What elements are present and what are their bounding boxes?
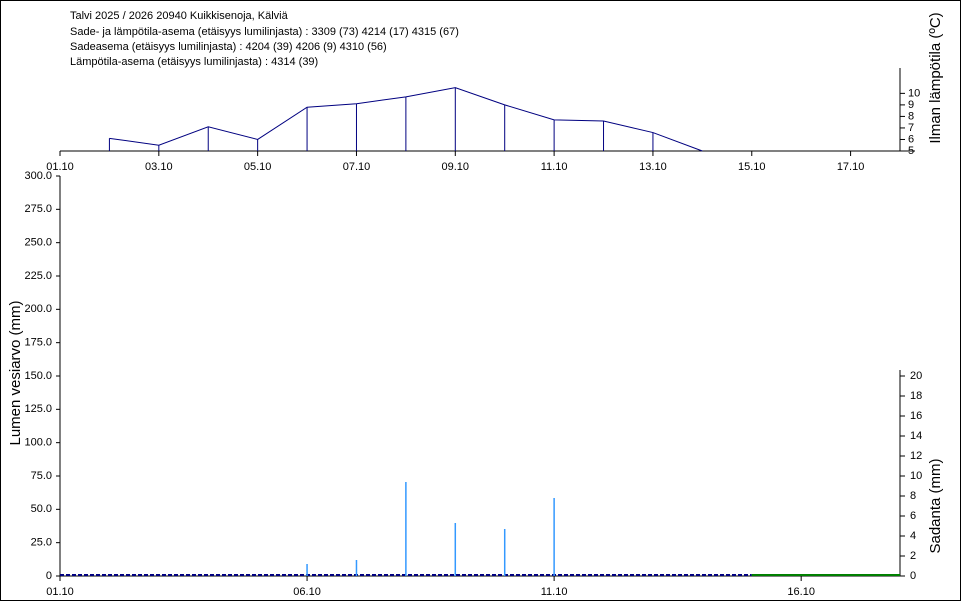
y2-tick-label: 6 <box>910 510 916 522</box>
y-axis-title: Ilman lämpötila (ºC) <box>927 12 944 143</box>
x-tick-label: 01.10 <box>46 586 74 598</box>
x-tick-label: 05.10 <box>244 161 272 173</box>
y2-tick-label: 12 <box>910 450 922 462</box>
x-tick-label: 15.10 <box>738 161 766 173</box>
y-tick-label: 300.0 <box>24 170 52 182</box>
y-tick-label: 5 <box>908 145 914 157</box>
y-tick-label: 125.0 <box>24 403 52 415</box>
y2-tick-label: 4 <box>910 530 916 542</box>
y-tick-label: 75.0 <box>31 470 52 482</box>
subtitle: Sadeasema (etäisyys lumilinjasta) : 4204… <box>70 41 387 53</box>
x-tick-label: 16.10 <box>787 586 815 598</box>
x-tick-label: 07.10 <box>343 161 371 173</box>
y2-tick-label: 8 <box>910 490 916 502</box>
x-tick-label: 03.10 <box>145 161 173 173</box>
y-axis-title: Lumen vesiarvo (mm) <box>7 300 24 445</box>
y2-tick-label: 10 <box>910 470 922 482</box>
y-tick-label: 250.0 <box>24 237 52 249</box>
y2-axis-title: Sadanta (mm) <box>927 458 944 553</box>
x-tick-label: 01.10 <box>46 161 74 173</box>
y-tick-label: 6 <box>908 133 914 145</box>
y-tick-label: 150.0 <box>24 370 52 382</box>
y-tick-label: 25.0 <box>31 537 52 549</box>
y2-tick-label: 14 <box>910 430 922 442</box>
subtitle: Lämpötila-asema (etäisyys lumilinjasta) … <box>70 56 318 68</box>
y-tick-label: 100.0 <box>24 437 52 449</box>
y2-tick-label: 16 <box>910 410 922 422</box>
x-tick-label: 06.10 <box>293 586 321 598</box>
y-tick-label: 0 <box>46 570 52 582</box>
y-tick-label: 9 <box>908 99 914 111</box>
y-tick-label: 10 <box>908 87 920 99</box>
chart-title: Talvi 2025 / 2026 20940 Kuikkisenoja, Kä… <box>70 10 289 22</box>
x-tick-label: 13.10 <box>639 161 667 173</box>
y2-tick-label: 18 <box>910 390 922 402</box>
y2-tick-label: 0 <box>910 570 916 582</box>
y-tick-label: 8 <box>908 110 914 122</box>
subtitle: Sade- ja lämpötila-asema (etäisyys lumil… <box>70 26 459 38</box>
x-tick-label: 11.10 <box>541 161 568 173</box>
y2-tick-label: 20 <box>910 370 922 382</box>
x-tick-label: 11.10 <box>541 586 568 598</box>
y-tick-label: 200.0 <box>24 303 52 315</box>
y-tick-label: 225.0 <box>24 270 52 282</box>
x-tick-label: 17.10 <box>837 161 865 173</box>
y-tick-label: 7 <box>908 122 914 134</box>
y-tick-label: 175.0 <box>24 337 52 349</box>
x-tick-label: 09.10 <box>442 161 470 173</box>
y-tick-label: 275.0 <box>24 203 52 215</box>
y-tick-label: 50.0 <box>31 503 52 515</box>
y2-tick-label: 2 <box>910 550 916 562</box>
